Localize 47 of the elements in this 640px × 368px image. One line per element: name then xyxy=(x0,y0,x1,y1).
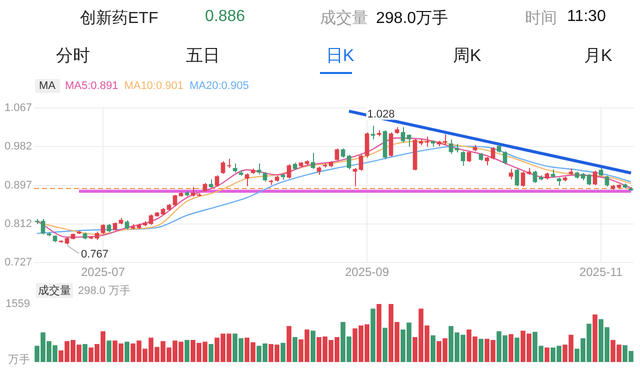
text: 1559 xyxy=(6,298,30,310)
text: 月K xyxy=(584,45,612,67)
bar xyxy=(514,338,520,362)
bar xyxy=(376,304,382,362)
text: MA10:0.901 xyxy=(124,80,184,92)
bar xyxy=(370,308,376,362)
chart-title: 创新药ETF xyxy=(80,8,158,29)
text: MA5:0.891 xyxy=(65,80,118,92)
text: MA20:0.905 xyxy=(190,80,249,92)
bar xyxy=(430,335,436,362)
text: 分时 xyxy=(56,45,90,67)
bar xyxy=(382,328,388,362)
bar xyxy=(82,344,88,362)
annotation: 0.767 xyxy=(81,248,109,260)
legend-title: MA xyxy=(35,79,60,93)
chart-title: 成交量 xyxy=(36,283,73,298)
bar xyxy=(292,337,298,362)
text: 日K xyxy=(326,45,354,67)
annotation: 1.028 xyxy=(367,108,395,120)
x-tick-label: 2025-11 xyxy=(579,265,623,280)
text: 成交量 xyxy=(320,8,368,29)
x-tick-label: 2025-09 xyxy=(344,265,390,280)
text: 周K xyxy=(452,45,482,67)
bar xyxy=(310,330,316,362)
text: 时间 xyxy=(525,8,557,29)
y-tick-label: 1.067 xyxy=(4,102,32,114)
bar xyxy=(508,334,514,362)
text: 五日 xyxy=(186,45,220,67)
bar xyxy=(544,348,550,362)
chart-subtitle: 298.0 万手 xyxy=(78,284,131,298)
y-tick-label: 0.982 xyxy=(4,140,32,153)
text: 0.886 xyxy=(205,8,246,26)
bar xyxy=(286,326,292,362)
text: 298.0万手 xyxy=(376,8,448,29)
y-tick-label: 0.897 xyxy=(4,179,32,192)
bar xyxy=(280,342,286,362)
bar xyxy=(184,340,190,362)
bar xyxy=(106,340,112,362)
y-tick-label: 0.727 xyxy=(4,256,32,269)
bar xyxy=(592,314,598,362)
bar xyxy=(478,338,484,362)
bar xyxy=(124,342,130,362)
y-tick-label: 0.812 xyxy=(4,218,32,230)
bar xyxy=(208,344,214,362)
text: 万手 xyxy=(8,353,30,366)
text: 11:30 xyxy=(567,8,606,26)
x-tick-label: 2025-07 xyxy=(80,265,126,280)
